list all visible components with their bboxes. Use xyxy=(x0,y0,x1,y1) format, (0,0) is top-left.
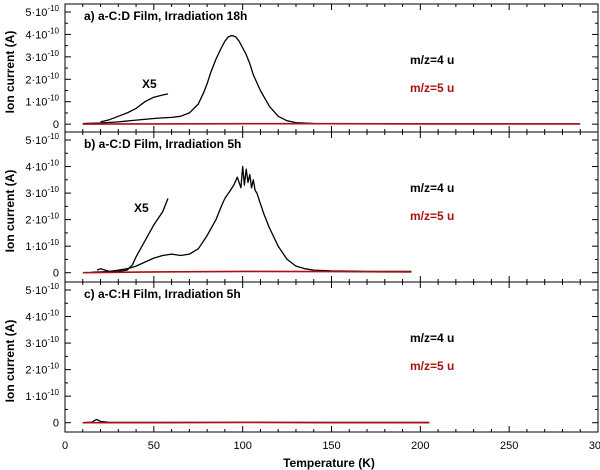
series-m-z-4-u xyxy=(91,165,412,273)
y-tick-label: 3·10-10 xyxy=(25,335,59,350)
y-tick-label: 4·10-10 xyxy=(25,159,59,174)
x-tick-label: 0 xyxy=(62,440,68,452)
legend-entry-mz5: m/z=5 u xyxy=(410,81,454,95)
y-tick-label: 3·10-10 xyxy=(25,185,59,200)
y-axis-label: Ion current (A) xyxy=(3,320,17,403)
panel-2: 0 1·10-10 2·10-10 3·10-10 4·10-10 5·10-10 Ion … xyxy=(3,131,599,283)
y-tick-label: 3·10-10 xyxy=(25,49,59,64)
plot-frame xyxy=(64,3,599,133)
panel-title: c) a-C:H Film, Irradiation 5h xyxy=(84,287,241,301)
y-axis-label: Ion current (A) xyxy=(3,31,17,114)
x5-annotation: X5 xyxy=(134,201,149,215)
x-tick-label: 300 xyxy=(589,440,600,452)
y-axis-label: Ion current (A) xyxy=(3,170,17,253)
y-tick-label: 5·10-10 xyxy=(25,4,59,19)
legend-entry-mz4: m/z=4 u xyxy=(410,53,454,67)
x-tick-label: 250 xyxy=(500,440,518,452)
y-tick-label: 1·10-10 xyxy=(25,94,59,109)
x-axis-label: Temperature (K) xyxy=(283,456,375,470)
y-tick-label: 0 xyxy=(53,418,59,430)
panel-title: a) a-C:D Film, Irradiation 18h xyxy=(84,9,247,23)
y-tick-label: 5·10-10 xyxy=(25,132,59,147)
x-tick-label: 200 xyxy=(411,440,429,452)
x5-annotation: X5 xyxy=(142,77,157,91)
legend-entry-mz5: m/z=5 u xyxy=(410,359,454,373)
y-tick-label: 1·10-10 xyxy=(25,238,59,253)
y-tick-label: 5·10-10 xyxy=(25,282,59,297)
series-m-z-4-u-x5 xyxy=(96,198,169,273)
x-tick-label: 100 xyxy=(233,440,251,452)
legend-entry-mz4: m/z=4 u xyxy=(410,181,454,195)
series-m-z-5-u xyxy=(82,270,412,274)
y-tick-label: 0 xyxy=(53,268,59,280)
y-tick-label: 2·10-10 xyxy=(25,362,59,377)
y-tick-label: 2·10-10 xyxy=(25,71,59,86)
y-tick-label: 0 xyxy=(53,119,59,131)
series-m-z-4-u-x5 xyxy=(100,93,169,123)
panel-3: 0 1·10-10 2·10-10 3·10-10 4·10-10 5·10-10 Ion … xyxy=(3,281,600,452)
x-tick-label: 50 xyxy=(148,440,160,452)
series-m-z-4-u xyxy=(82,34,581,125)
legend-entry-mz4: m/z=4 u xyxy=(410,331,454,345)
y-tick-label: 1·10-10 xyxy=(25,388,59,403)
x-tick-label: 150 xyxy=(322,440,340,452)
legend-entry-mz5: m/z=5 u xyxy=(410,209,454,223)
plot-frame xyxy=(64,281,599,433)
y-tick-label: 4·10-10 xyxy=(25,26,59,41)
panels-container: 0 1·10-10 2·10-10 3·10-10 4·10-10 5·10-10 Ion … xyxy=(3,3,600,452)
panel-title: b) a-C:D Film, Irradiation 5h xyxy=(84,137,241,151)
y-tick-label: 2·10-10 xyxy=(25,212,59,227)
panel-1: 0 1·10-10 2·10-10 3·10-10 4·10-10 5·10-10 Ion … xyxy=(3,3,599,133)
y-tick-label: 4·10-10 xyxy=(25,309,59,324)
